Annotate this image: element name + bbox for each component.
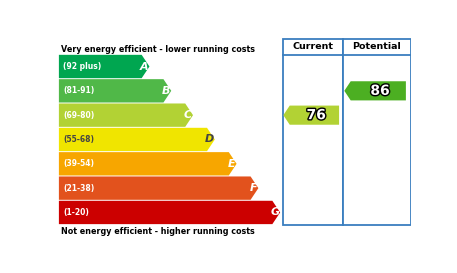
Text: Potential: Potential (352, 42, 401, 51)
Text: Very energy efficient - lower running costs: Very energy efficient - lower running co… (61, 45, 255, 54)
Text: (81-91): (81-91) (63, 86, 95, 95)
Text: (21-38): (21-38) (63, 184, 95, 193)
Text: (55-68): (55-68) (63, 135, 94, 144)
Polygon shape (59, 128, 215, 151)
Text: (39-54): (39-54) (63, 159, 94, 168)
Text: (1-20): (1-20) (63, 208, 89, 217)
Text: C: C (184, 110, 192, 120)
Polygon shape (59, 152, 237, 176)
Polygon shape (59, 55, 149, 78)
Bar (283, 39, 343, 225)
Text: (69-80): (69-80) (63, 111, 95, 120)
Text: 76: 76 (307, 108, 326, 122)
Text: E: E (228, 159, 235, 169)
Polygon shape (59, 103, 193, 127)
Text: (92 plus): (92 plus) (63, 62, 101, 71)
Text: B: B (162, 86, 170, 96)
Text: F: F (250, 183, 257, 193)
Polygon shape (59, 201, 280, 224)
Polygon shape (283, 106, 339, 125)
Text: G: G (271, 207, 280, 218)
Polygon shape (59, 176, 258, 200)
Bar (343, 39, 410, 225)
Text: A: A (140, 61, 149, 72)
Text: Current: Current (292, 42, 334, 51)
Text: Not energy efficient - higher running costs: Not energy efficient - higher running co… (61, 227, 255, 236)
Text: 86: 86 (370, 84, 390, 98)
Polygon shape (344, 81, 406, 100)
Text: D: D (205, 135, 214, 144)
Polygon shape (59, 79, 171, 102)
